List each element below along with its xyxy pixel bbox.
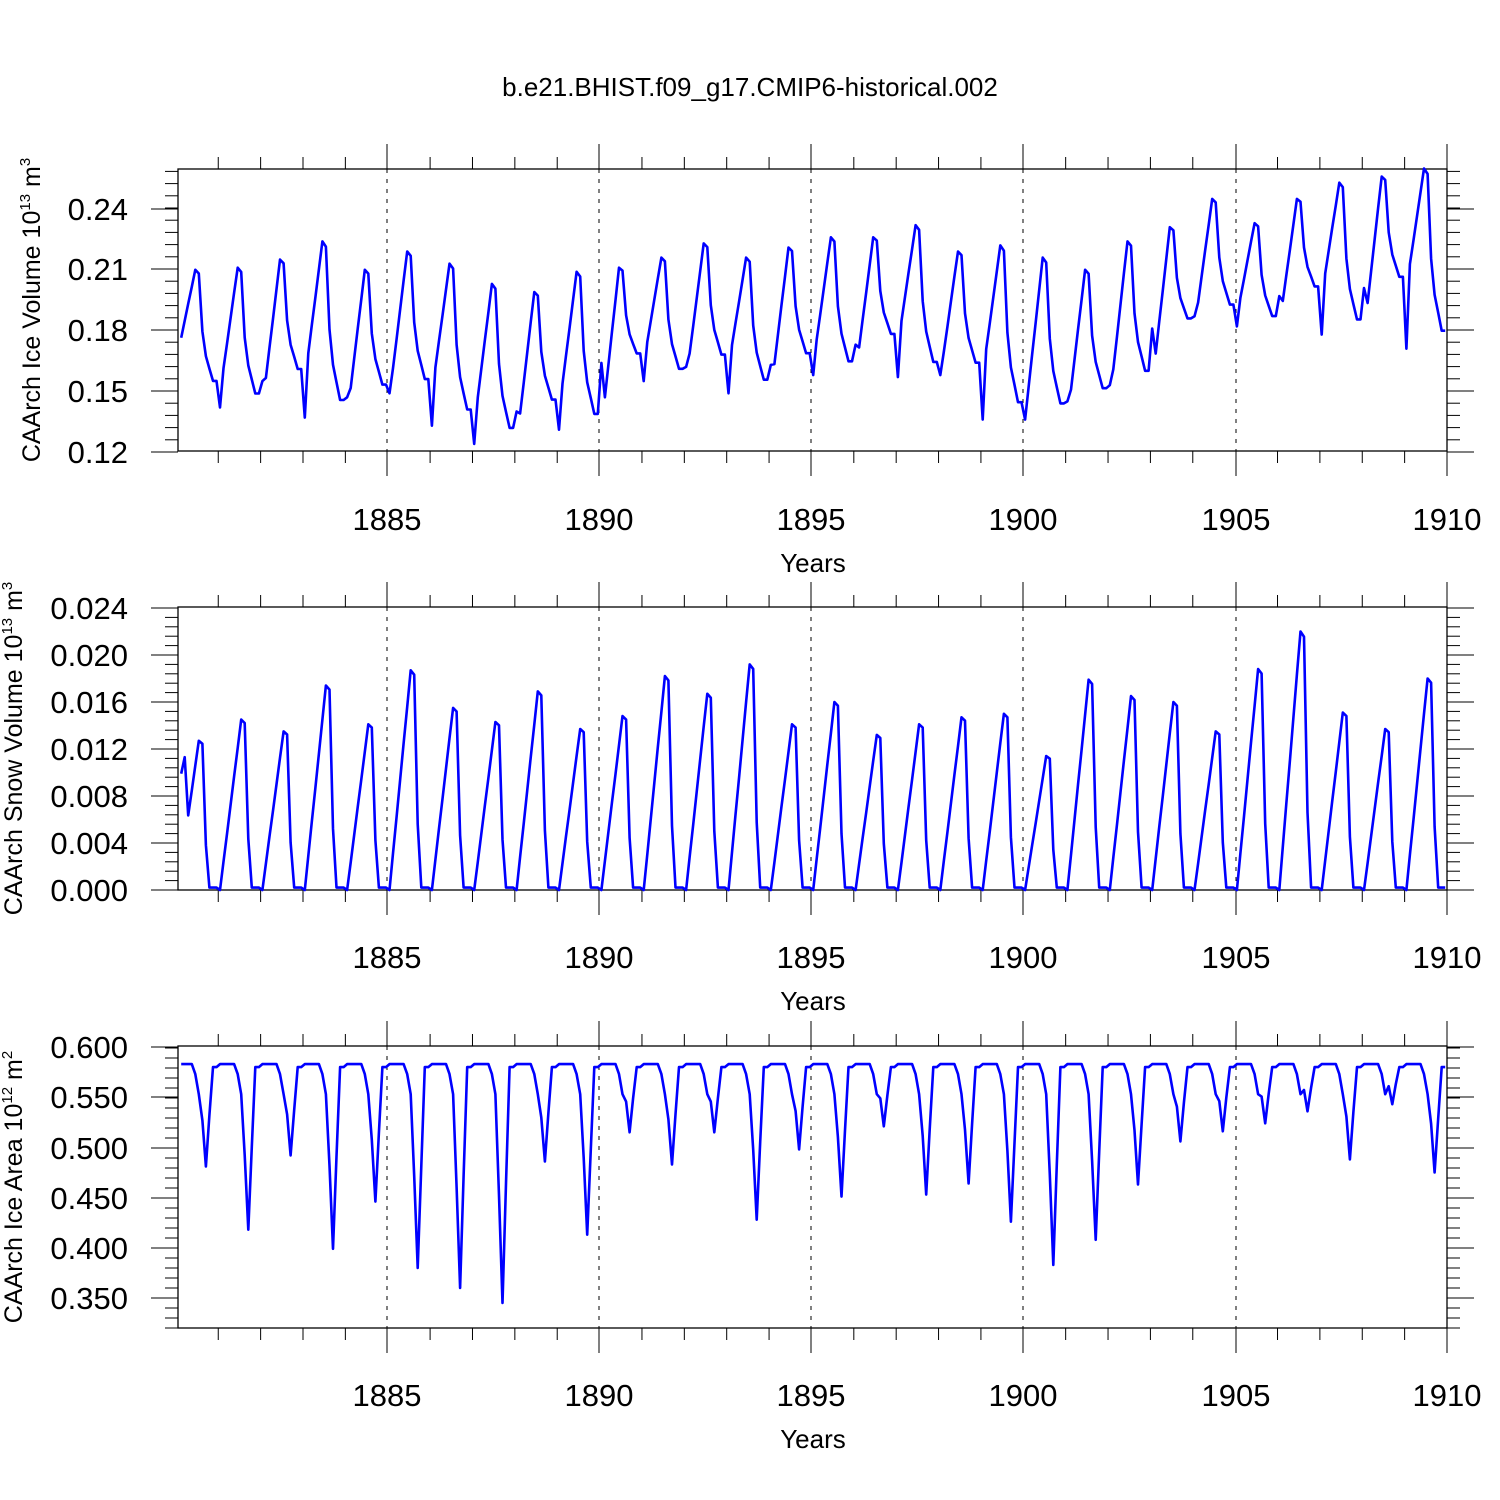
y-tick-label: 0.024 [50, 591, 128, 626]
y-axis-label: CAArch Ice Volume 1013 m3 [17, 158, 46, 462]
y-axis-label: CAArch Snow Volume 1013 m3 [0, 582, 28, 916]
y-tick-label: 0.24 [68, 192, 128, 227]
y-tick-label: 0.000 [50, 873, 128, 908]
x-tick-label: 1905 [1202, 502, 1271, 537]
y-axis-label-text: CAArch Ice Area [0, 1131, 28, 1323]
y-axis-unit: m [18, 166, 46, 194]
ice-volume-series-line [179, 167, 1446, 446]
x-tick-label: 1890 [565, 502, 634, 537]
x-tick-label: 1900 [989, 1378, 1058, 1413]
x-tick-label: 1885 [353, 1378, 422, 1413]
x-tick-label: 1900 [989, 502, 1058, 537]
ice-volume-panel: 0.12 0.15 0.18 0.21 0.24 1885 1890 1895 1900 1905… [17, 144, 1481, 578]
x-tick-label: 1895 [777, 1378, 846, 1413]
y-axis-unit-power: 3 [0, 582, 16, 590]
snow-volume-series-line [179, 630, 1446, 892]
x-tick-label: 1885 [353, 502, 422, 537]
x-tick-label: 1900 [989, 940, 1058, 975]
y-tick-label: 0.600 [50, 1030, 128, 1065]
y-tick-label: 0.12 [68, 435, 128, 470]
y-axis-unit-base: 10 [0, 1104, 28, 1132]
plot-frame [177, 168, 1448, 452]
x-tick-label: 1905 [1202, 940, 1271, 975]
y-tick-label: 0.550 [50, 1080, 128, 1115]
y-tick-label: 0.350 [50, 1281, 128, 1316]
x-axis-label: Years [780, 986, 846, 1016]
y-axis-label-text: CAArch Ice Volume [18, 238, 46, 462]
y-tick-label: 0.016 [50, 685, 128, 720]
y-axis-unit-base: 10 [18, 211, 46, 239]
x-tick-label: 1905 [1202, 1378, 1271, 1413]
y-tick-label: 0.15 [68, 374, 128, 409]
y-axis-unit-power: 3 [17, 158, 34, 166]
x-tick-label: 1910 [1413, 940, 1482, 975]
plot-frame [177, 606, 1448, 891]
x-axis-label: Years [780, 548, 846, 578]
x-tick-label: 1885 [353, 940, 422, 975]
x-tick-label: 1895 [777, 940, 846, 975]
y-axis-unit: m [0, 590, 28, 618]
y-tick-label: 0.500 [50, 1131, 128, 1166]
y-axis-unit-exponent: 12 [0, 1087, 16, 1104]
x-tick-label: 1890 [565, 940, 634, 975]
y-axis-unit-exponent: 13 [17, 194, 34, 211]
plot-frame [177, 1045, 1448, 1329]
y-axis-unit-base: 10 [0, 635, 28, 663]
y-axis-unit-exponent: 13 [0, 618, 16, 635]
x-tick-label: 1890 [565, 1378, 634, 1413]
y-axis-label: CAArch Ice Area 1012 m2 [0, 1051, 28, 1323]
y-tick-label: 0.012 [50, 732, 128, 767]
y-tick-label: 0.400 [50, 1231, 128, 1266]
y-tick-label: 0.020 [50, 638, 128, 673]
y-tick-label: 0.008 [50, 779, 128, 814]
x-tick-label: 1895 [777, 502, 846, 537]
x-tick-label: 1910 [1413, 502, 1482, 537]
y-tick-label: 0.450 [50, 1181, 128, 1216]
y-tick-label: 0.004 [50, 826, 128, 861]
x-tick-label: 1910 [1413, 1378, 1482, 1413]
x-axis-label: Years [780, 1424, 846, 1454]
ice-area-panel: 0.350 0.400 0.450 0.500 0.550 0.600 1885 1890 18… [0, 1021, 1481, 1454]
y-axis-label-text: CAArch Snow Volume [0, 662, 28, 915]
snow-volume-panel: 0.000 0.004 0.008 0.012 0.016 0.020 0.024 1885 1… [0, 582, 1481, 1016]
y-axis-unit: m [0, 1059, 28, 1087]
y-tick-label: 0.18 [68, 313, 128, 348]
y-axis-unit-power: 2 [0, 1051, 16, 1059]
figure-title: b.e21.BHIST.f09_g17.CMIP6-historical.002 [502, 72, 998, 102]
y-tick-label: 0.21 [68, 252, 128, 287]
ice-area-series-line [181, 1062, 1446, 1305]
